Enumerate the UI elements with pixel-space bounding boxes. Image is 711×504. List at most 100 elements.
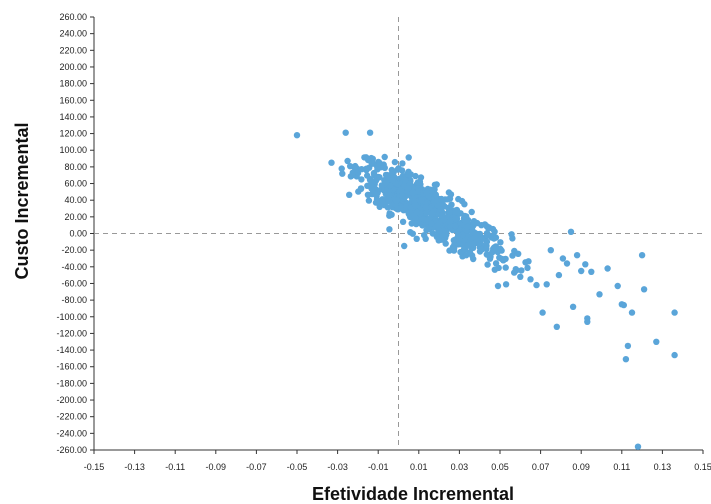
data-point bbox=[382, 171, 390, 179]
data-point bbox=[328, 159, 335, 166]
x-axis-title: Efetividade Incremental bbox=[312, 484, 514, 504]
data-point bbox=[407, 229, 414, 236]
data-point bbox=[483, 238, 491, 245]
data-point bbox=[483, 245, 490, 253]
data-point bbox=[394, 166, 401, 173]
y-tick-label: -220.00 bbox=[56, 412, 87, 422]
data-point bbox=[494, 248, 501, 255]
data-point bbox=[293, 132, 301, 139]
data-point bbox=[342, 129, 349, 136]
y-tick-label: 220.00 bbox=[59, 45, 87, 55]
data-point bbox=[446, 247, 453, 254]
data-point bbox=[429, 230, 436, 237]
data-point bbox=[622, 356, 630, 363]
data-point bbox=[539, 309, 546, 316]
data-point bbox=[372, 199, 380, 206]
data-point bbox=[421, 216, 428, 223]
data-point bbox=[344, 157, 351, 165]
y-tick-label: 180.00 bbox=[59, 79, 87, 89]
data-point bbox=[401, 242, 408, 250]
data-point bbox=[547, 247, 554, 254]
data-point bbox=[511, 269, 518, 276]
x-tick-label: 0.15 bbox=[694, 462, 711, 472]
data-point bbox=[404, 184, 412, 192]
data-point bbox=[468, 208, 475, 216]
data-point bbox=[578, 267, 585, 275]
data-point bbox=[490, 232, 497, 240]
data-point bbox=[461, 201, 468, 208]
data-point bbox=[543, 281, 550, 288]
x-tick-label: -0.11 bbox=[165, 462, 185, 472]
data-point bbox=[491, 266, 498, 273]
x-tick-label: 0.01 bbox=[410, 462, 428, 472]
y-tick-label: 260.00 bbox=[59, 12, 87, 22]
y-tick-label: -180.00 bbox=[56, 378, 87, 388]
data-point bbox=[364, 191, 372, 198]
data-point bbox=[484, 261, 491, 268]
data-point bbox=[413, 208, 421, 216]
x-axis-ticks: -0.15 -0.13 -0.11 -0.09 -0.07 -0.05 -0.03 -0.01… bbox=[84, 450, 711, 472]
data-point bbox=[464, 242, 471, 249]
data-point bbox=[352, 162, 359, 170]
data-point bbox=[339, 170, 346, 177]
x-tick-label: -0.05 bbox=[287, 462, 308, 472]
data-point bbox=[338, 165, 345, 172]
data-point bbox=[349, 169, 356, 176]
data-point bbox=[381, 153, 388, 161]
y-tick-label: 40.00 bbox=[64, 195, 87, 205]
data-point bbox=[588, 268, 595, 275]
data-point bbox=[640, 286, 648, 293]
y-tick-label: -200.00 bbox=[56, 395, 87, 405]
data-point bbox=[508, 231, 515, 238]
x-tick-label: 0.09 bbox=[572, 462, 590, 472]
data-point bbox=[464, 216, 472, 224]
y-tick-label: -100.00 bbox=[56, 312, 87, 322]
data-point bbox=[671, 351, 678, 359]
data-point bbox=[416, 178, 424, 185]
data-point bbox=[399, 218, 407, 225]
x-tick-label: -0.15 bbox=[84, 462, 105, 472]
data-point bbox=[364, 182, 371, 189]
data-point bbox=[485, 225, 492, 232]
data-point bbox=[559, 255, 567, 262]
data-point bbox=[515, 250, 522, 257]
data-point bbox=[653, 338, 660, 345]
data-point bbox=[423, 209, 430, 217]
data-point bbox=[459, 231, 466, 239]
data-point bbox=[388, 211, 395, 218]
data-point bbox=[466, 249, 474, 256]
data-point bbox=[386, 191, 393, 198]
x-tick-label: 0.05 bbox=[491, 462, 509, 472]
data-point bbox=[518, 267, 525, 274]
y-tick-label: 120.00 bbox=[59, 129, 87, 139]
data-point bbox=[502, 264, 509, 271]
x-tick-label: -0.07 bbox=[246, 462, 267, 472]
data-point bbox=[524, 264, 531, 272]
data-point bbox=[470, 240, 477, 248]
data-point bbox=[442, 240, 449, 247]
y-tick-label: -80.00 bbox=[61, 295, 87, 305]
data-point bbox=[357, 185, 365, 192]
data-point bbox=[398, 192, 406, 199]
y-tick-label: -160.00 bbox=[56, 362, 87, 372]
data-point bbox=[624, 342, 632, 350]
data-point bbox=[413, 235, 420, 242]
data-points bbox=[293, 129, 678, 450]
data-point bbox=[671, 309, 678, 316]
x-tick-label: -0.01 bbox=[368, 462, 389, 472]
data-point bbox=[374, 163, 381, 170]
data-point bbox=[405, 154, 412, 161]
data-point bbox=[497, 239, 504, 246]
data-point bbox=[399, 160, 406, 167]
data-point bbox=[403, 203, 410, 211]
data-point bbox=[435, 237, 442, 244]
data-point bbox=[553, 323, 560, 330]
data-point bbox=[409, 189, 416, 196]
data-point bbox=[628, 309, 636, 316]
data-point bbox=[376, 174, 383, 181]
data-point bbox=[502, 281, 510, 288]
y-tick-label: -240.00 bbox=[56, 428, 87, 438]
data-point bbox=[446, 209, 453, 216]
data-point bbox=[392, 197, 400, 204]
